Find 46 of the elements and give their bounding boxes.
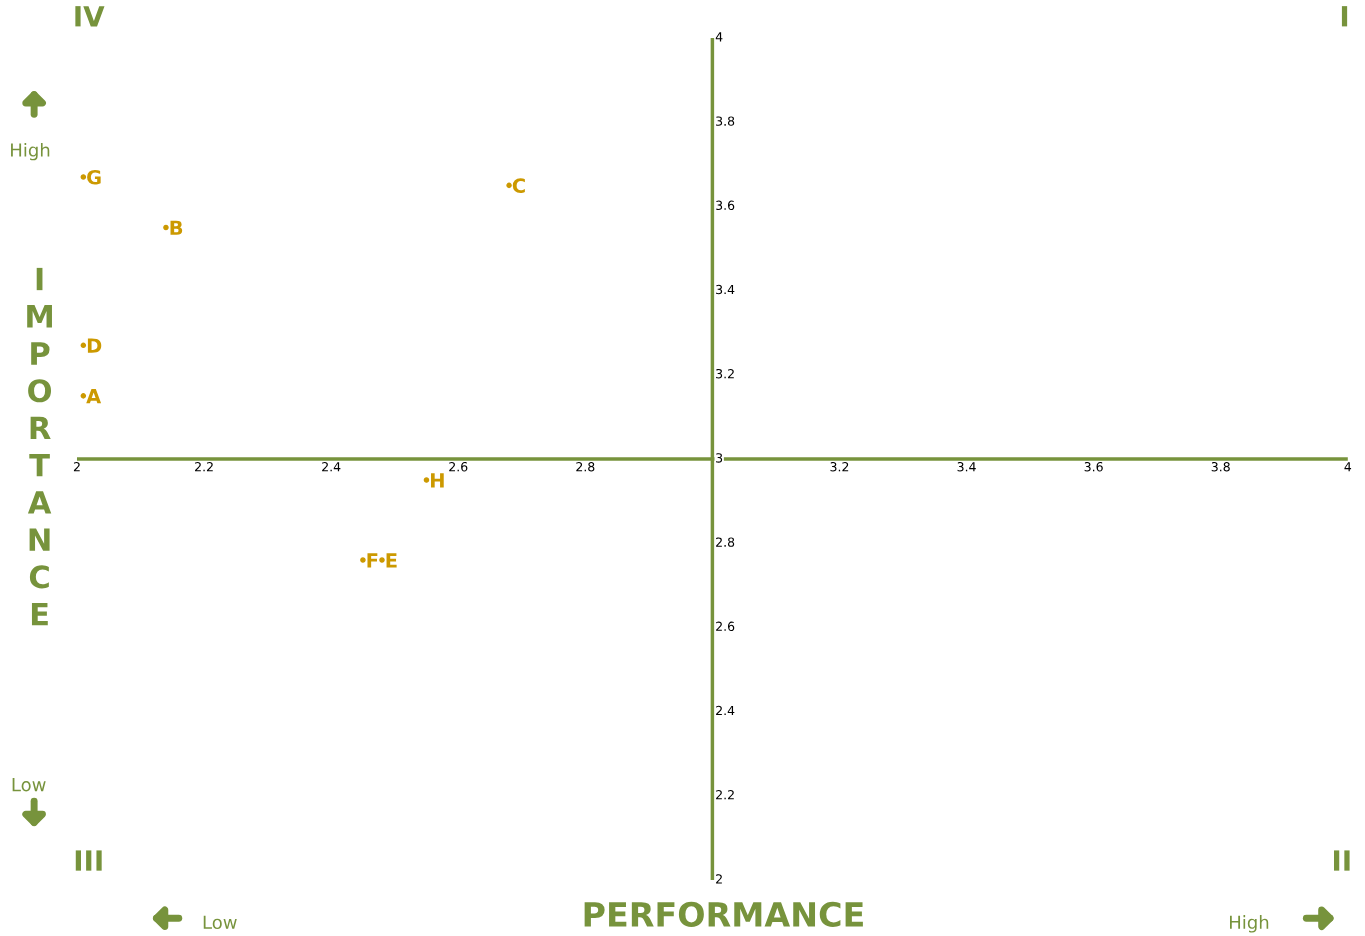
data-label: F <box>367 553 378 568</box>
y-tick-label: 3.8 <box>716 116 735 126</box>
point <box>80 174 87 180</box>
data-label: A <box>86 389 102 404</box>
data-label: D <box>87 338 102 353</box>
x-tick-label: 2.4 <box>322 462 341 472</box>
x-tick-label: 2.6 <box>449 462 468 472</box>
data-label: C <box>512 178 525 194</box>
x-tick-label: 4 <box>1344 462 1352 472</box>
text: High <box>1230 915 1269 933</box>
text: IV <box>75 6 105 27</box>
point <box>506 182 512 189</box>
y-tick-label: 3 <box>716 453 723 463</box>
y-tick-label: 2.2 <box>716 790 734 800</box>
x-tick-label: 3.6 <box>1084 462 1103 472</box>
text: IMPORTANCE <box>27 267 52 626</box>
x-tick-label: 3.4 <box>957 462 976 472</box>
text: Low <box>12 778 46 792</box>
y-tick-label: 4 <box>715 32 723 42</box>
annotation: II <box>1334 850 1350 871</box>
point <box>379 557 385 563</box>
x-tick-label: 2.8 <box>576 462 595 472</box>
data-label: H <box>431 473 444 488</box>
data-label: G <box>87 169 101 185</box>
x-tick-label: 2 <box>73 462 80 472</box>
point <box>80 342 87 349</box>
point <box>423 477 430 483</box>
data-label: B <box>170 220 183 235</box>
text: I <box>1341 6 1348 27</box>
y-tick-label: 3.4 <box>716 284 735 295</box>
y-tick-label: 3.2 <box>716 368 734 379</box>
x-tick-label: 2.2 <box>195 462 213 472</box>
y-tick-label: 2.4 <box>716 705 735 716</box>
point <box>360 557 366 563</box>
point <box>163 224 169 231</box>
text: Low <box>203 915 237 930</box>
y-tick-label: 2.8 <box>716 537 735 547</box>
data-label: E <box>386 553 397 568</box>
y-tick-label: 3.6 <box>716 200 735 211</box>
x-tick-label: 3.8 <box>1211 462 1230 472</box>
annotation: III <box>75 850 102 871</box>
y-tick-label: 2.6 <box>716 621 735 632</box>
text: High <box>11 142 50 161</box>
x-axis-title: PERFORMANCE <box>584 901 863 927</box>
y-tick-label: 2 <box>716 874 722 884</box>
x-tick-label: 3.2 <box>830 462 849 472</box>
